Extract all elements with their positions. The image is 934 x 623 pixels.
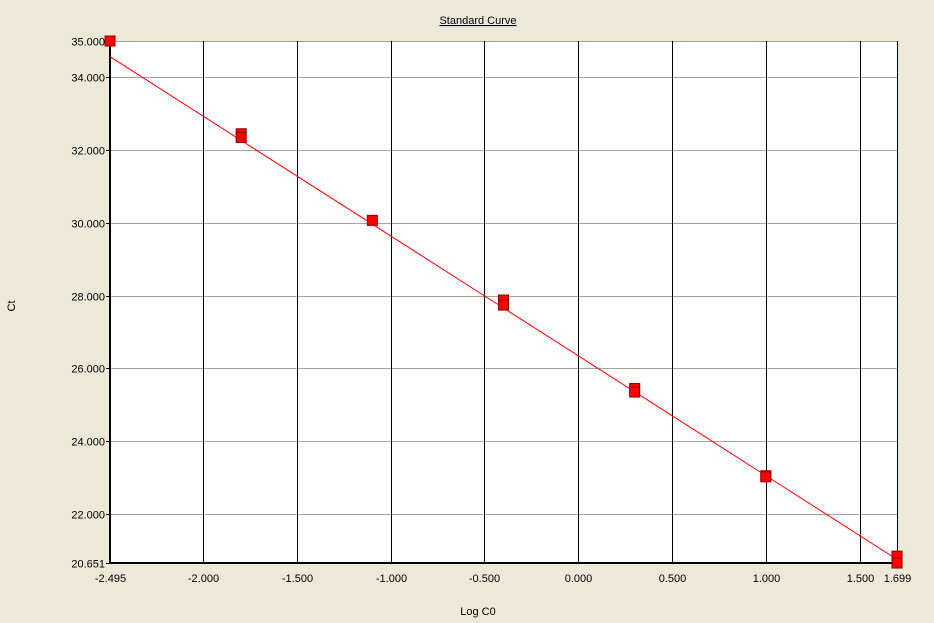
y-tick-label: 28.000 [71, 292, 105, 304]
data-point [498, 299, 509, 311]
x-tick-label: 0.000 [565, 573, 593, 585]
x-tick-label: 1.000 [753, 573, 781, 585]
chart-title: Standard Curve [439, 15, 516, 27]
y-tick-label: 34.000 [71, 73, 105, 85]
data-point [235, 131, 247, 143]
x-axis-label: Log C0 [460, 606, 495, 618]
y-tick-label: 30.000 [71, 219, 105, 231]
data-point [104, 35, 116, 47]
data-point [629, 386, 641, 398]
data-point [760, 471, 772, 483]
y-tick-label: 26.000 [71, 364, 105, 376]
x-tick-label: 0.500 [659, 573, 687, 585]
x-tick-label: -1.000 [376, 573, 407, 585]
x-tick-label: -2.000 [188, 573, 219, 585]
y-axis-label: Ct [6, 301, 18, 312]
y-tick-label: 24.000 [71, 437, 105, 449]
x-tick-label: -1.500 [282, 573, 313, 585]
data-point [366, 214, 378, 226]
y-tick-label: 32.000 [71, 146, 105, 158]
y-tick-label: 35.000 [71, 37, 105, 49]
y-tick-label: 22.000 [71, 510, 105, 522]
y-tick-label: 20.651 [71, 559, 105, 571]
data-point [891, 557, 903, 569]
x-tick-label: 1.500 [847, 573, 875, 585]
x-tick-label: -0.500 [469, 573, 500, 585]
x-tick-label: 1.699 [884, 573, 912, 585]
x-tick-label: -2.495 [95, 573, 126, 585]
